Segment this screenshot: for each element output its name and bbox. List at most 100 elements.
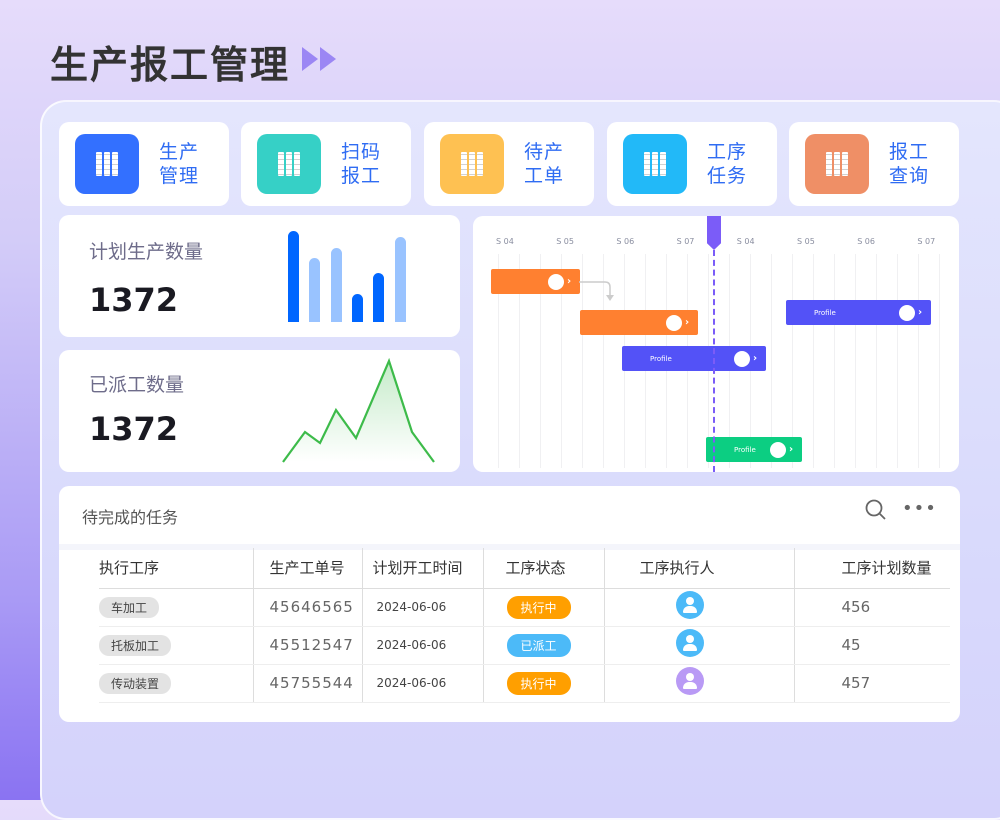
process-chip: 车加工: [99, 596, 160, 618]
gantt-task-bar[interactable]: ›: [491, 269, 580, 294]
assignee-dot: [666, 314, 682, 331]
today-line: [713, 250, 715, 472]
grid-line: [834, 254, 835, 468]
nav-label: 扫码报工: [341, 141, 382, 187]
grid-line: [813, 254, 814, 468]
gantt-task-bar[interactable]: Profile ›: [786, 300, 931, 325]
more-icon[interactable]: •••: [902, 498, 937, 519]
table-header-bg: [59, 544, 960, 550]
books-icon: [805, 134, 869, 194]
dispatched-quantity-card: 已派工数量 1372: [59, 350, 460, 472]
planned-bar-chart: [288, 231, 406, 322]
gantt-bar-label: Profile: [814, 308, 836, 317]
books-icon: [623, 134, 687, 194]
column-header: 工序状态: [483, 548, 605, 589]
books-icon: [440, 134, 504, 194]
column-header: 生产工单号: [253, 548, 363, 589]
avatar[interactable]: [675, 667, 704, 695]
table-row[interactable]: 车加工 45646565 2024-06-06 执行中 456: [99, 588, 950, 627]
gantt-column-label: S 05: [556, 237, 574, 246]
grid-line: [876, 254, 877, 468]
search-icon[interactable]: [864, 498, 888, 522]
column-header: 工序执行人: [604, 548, 795, 589]
status-badge: 执行中: [506, 595, 571, 619]
nav-card-0[interactable]: 生产管理: [59, 122, 229, 206]
planned-qty: 45: [794, 626, 950, 665]
grid-line: [897, 254, 898, 468]
nav-card-4[interactable]: 报工查询: [789, 122, 959, 206]
gantt-chart: S 04 S 05 S 06 S 07 S 04 S 05 S 06 S 07 › › Profil…: [473, 216, 959, 472]
status-badge: 执行中: [506, 671, 571, 695]
books-icon: [75, 134, 139, 194]
gantt-column-label: S 05: [797, 237, 815, 246]
chevron-right-icon: ›: [567, 276, 572, 287]
chevron-right-icon: ›: [789, 444, 794, 455]
gantt-task-bar[interactable]: Profile ›: [622, 346, 766, 371]
order-number: 45646565: [253, 588, 363, 627]
dispatched-area-chart: [282, 357, 435, 463]
gantt-task-bar[interactable]: ›: [580, 310, 698, 335]
bar: [288, 231, 299, 322]
process-chip: 传动装置: [99, 672, 172, 694]
nav-label: 报工查询: [889, 141, 930, 187]
tasks-title: 待完成的任务: [82, 508, 179, 527]
gantt-task-bar[interactable]: Profile ›: [706, 437, 802, 462]
grid-line: [918, 254, 919, 468]
assignee-dot: [770, 441, 786, 458]
nav-card-2[interactable]: 待产工单: [424, 122, 594, 206]
table-row[interactable]: 托板加工 45512547 2024-06-06 已派工 45: [99, 626, 950, 665]
grid-line: [855, 254, 856, 468]
bar: [352, 294, 363, 322]
assignee-dot: [734, 350, 750, 367]
chevron-right-icon: ›: [918, 307, 923, 318]
status-badge: 已派工: [506, 633, 571, 657]
dependency-arrow: [579, 281, 614, 301]
gantt-column-label: S 07: [676, 237, 695, 246]
gantt-bar-label: Profile: [650, 354, 672, 363]
line-series: [282, 357, 435, 463]
order-number: 45755544: [253, 664, 363, 703]
nav-card-1[interactable]: 扫码报工: [241, 122, 411, 206]
gantt-column-label: S 04: [496, 237, 514, 246]
grid-line: [540, 254, 541, 468]
tasks-card: 待完成的任务 ••• 执行工序 生产工单号 计划开工时间 工序状态 工序执行人 工序计划数…: [59, 486, 960, 722]
grid-line: [561, 254, 562, 468]
dispatched-quantity-value: 1372: [89, 410, 179, 448]
column-header: 工序计划数量: [794, 548, 950, 589]
start-date: 2024-06-06: [362, 626, 484, 665]
avatar[interactable]: [675, 591, 704, 619]
page-title: 生产报工管理: [50, 43, 291, 87]
gantt-column-label: S 07: [917, 237, 936, 246]
nav-card-3[interactable]: 工序任务: [607, 122, 777, 206]
grid-line: [603, 254, 604, 468]
assignee-dot: [899, 304, 915, 321]
chevron-right-icon: ›: [753, 353, 758, 364]
grid-line: [582, 254, 583, 468]
bar: [395, 237, 406, 322]
today-marker: [707, 216, 721, 250]
grid-line: [519, 254, 520, 468]
table-row[interactable]: 传动装置 45755544 2024-06-06 执行中 457: [99, 664, 950, 703]
area-fill: [283, 361, 434, 462]
planned-quantity-card: 计划生产数量 1372: [59, 215, 460, 337]
grid-line: [792, 254, 793, 468]
double-arrow-icon: [302, 47, 338, 71]
column-header: 计划开工时间: [362, 548, 484, 589]
grid-line: [498, 254, 499, 468]
nav-label: 工序任务: [707, 141, 748, 187]
process-chip: 托板加工: [99, 634, 172, 656]
planned-qty: 456: [794, 588, 950, 627]
grid-line: [771, 254, 772, 468]
column-header: 执行工序: [99, 548, 254, 589]
gantt-column-label: S 04: [736, 237, 755, 246]
order-number: 45512547: [253, 626, 363, 665]
books-icon: [257, 134, 321, 194]
bar: [309, 258, 320, 322]
bar: [331, 248, 342, 322]
grid-line: [939, 254, 940, 468]
nav-label: 生产管理: [159, 141, 200, 187]
bar: [373, 273, 384, 322]
avatar[interactable]: [675, 629, 704, 657]
planned-quantity-value: 1372: [89, 281, 179, 319]
tasks-table: 执行工序 生产工单号 计划开工时间 工序状态 工序执行人 工序计划数量 车加工 45646…: [99, 548, 950, 703]
